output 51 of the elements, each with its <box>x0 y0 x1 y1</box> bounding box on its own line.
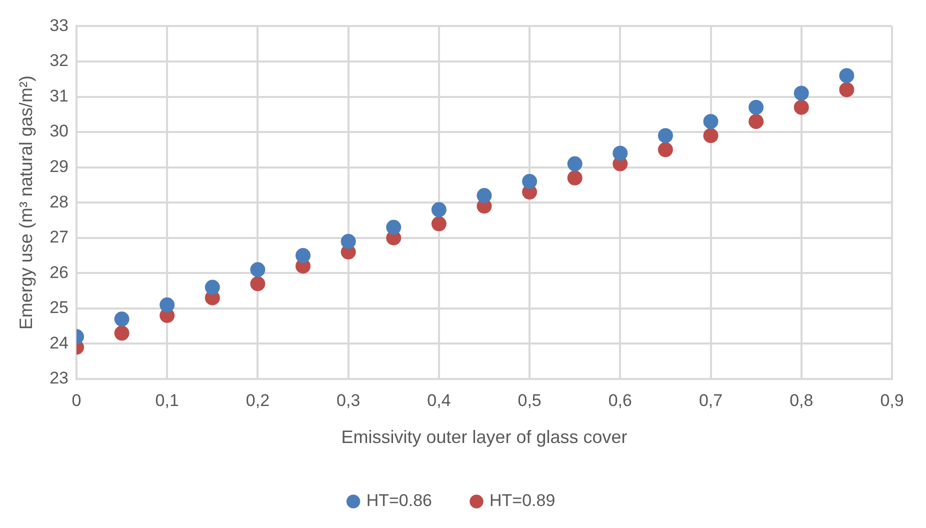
point <box>431 216 446 232</box>
point <box>748 114 764 129</box>
x-tick-label: 0,8 <box>790 390 814 410</box>
y-tick-label: 33 <box>50 16 69 35</box>
point <box>703 114 718 129</box>
legend-label: HT=0.86 <box>366 491 432 510</box>
y-tick-label: 31 <box>50 86 69 106</box>
point <box>703 128 718 144</box>
point <box>476 188 492 204</box>
y-tick-label: 30 <box>50 122 69 141</box>
point <box>839 82 854 98</box>
x-tick-label: 0,2 <box>246 390 270 410</box>
x-axis-title: Emissivity outer layer of glass cover <box>341 427 628 448</box>
point <box>522 174 538 189</box>
x-tick-label: 0,6 <box>608 390 632 410</box>
point <box>567 170 582 186</box>
point <box>431 202 446 218</box>
x-tick-label: 0,5 <box>518 390 542 410</box>
legend-label: HT=0.89 <box>490 491 556 510</box>
y-tick-label: 32 <box>50 51 69 70</box>
point <box>250 276 266 292</box>
point <box>296 248 311 264</box>
point <box>114 312 130 327</box>
point <box>340 234 356 249</box>
point <box>204 280 220 295</box>
x-tick-label: 0 <box>72 390 82 410</box>
x-tick-label: 0,4 <box>427 390 451 410</box>
x-tick-label: 0,7 <box>698 390 723 410</box>
point <box>794 100 809 115</box>
y-tick-label: 28 <box>50 192 69 212</box>
point <box>386 220 402 235</box>
y-tick-label: 29 <box>50 157 69 176</box>
point <box>114 326 130 341</box>
x-tick-label: 0,9 <box>880 390 904 410</box>
y-axis-title: Emergy use (m³ natural gas/m²) <box>16 76 36 330</box>
point <box>794 86 809 101</box>
y-tick-label: 23 <box>50 368 69 388</box>
point <box>250 262 266 278</box>
y-tick-label: 26 <box>50 262 69 282</box>
x-tick-label: 0,3 <box>336 390 360 410</box>
y-tick-label: 27 <box>50 228 69 247</box>
point <box>748 100 764 115</box>
y-tick-label: 25 <box>50 298 69 318</box>
point <box>612 146 628 161</box>
point <box>160 297 175 312</box>
point <box>658 128 673 144</box>
point <box>839 68 854 84</box>
x-tick-label: 0,1 <box>155 390 179 410</box>
point <box>567 156 582 172</box>
point <box>658 142 673 158</box>
y-tick-label: 24 <box>50 333 69 352</box>
